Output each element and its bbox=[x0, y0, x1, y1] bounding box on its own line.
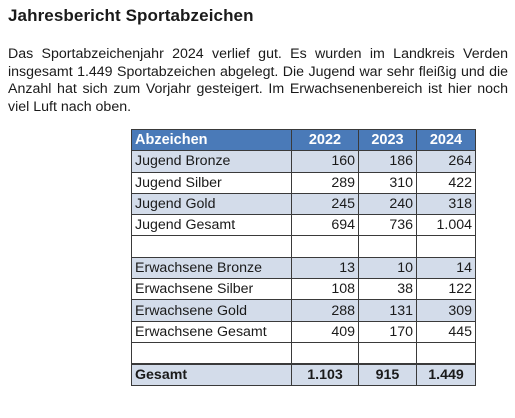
cell-2022: 289 bbox=[291, 171, 359, 194]
header-2024: 2024 bbox=[416, 128, 476, 152]
cell-2023: 10 bbox=[358, 256, 417, 280]
cell-2023: 186 bbox=[358, 150, 417, 173]
cell-2024: 1.004 bbox=[416, 214, 476, 237]
table-row: Jugend Gesamt 694 736 1.004 bbox=[131, 214, 476, 237]
cell-2023: 131 bbox=[358, 299, 417, 322]
cell-2024: 309 bbox=[416, 299, 476, 322]
cell-2022 bbox=[291, 235, 359, 258]
header-2022: 2022 bbox=[291, 128, 359, 152]
row-label: Jugend Gesamt bbox=[131, 214, 292, 237]
row-label: Erwachsene Bronze bbox=[131, 256, 292, 280]
cell-2023 bbox=[358, 235, 417, 258]
row-label: Erwachsene Silber bbox=[131, 278, 292, 301]
row-label: Erwachsene Gesamt bbox=[131, 320, 292, 343]
intro-paragraph: Das Sportabzeichenjahr 2024 verlief gut.… bbox=[8, 46, 508, 115]
cell-2022 bbox=[291, 341, 359, 365]
row-label: Jugend Bronze bbox=[131, 150, 292, 173]
row-label: Erwachsene Gold bbox=[131, 299, 292, 322]
cell-2023: 240 bbox=[358, 192, 417, 216]
row-label: Jugend Gold bbox=[131, 192, 292, 216]
cell-2024: 1.449 bbox=[416, 362, 476, 386]
page-title: Jahresbericht Sportabzeichen bbox=[8, 6, 254, 25]
cell-2022: 245 bbox=[291, 192, 359, 216]
table-row: Erwachsene Silber 108 38 122 bbox=[131, 278, 476, 301]
cell-2024: 445 bbox=[416, 320, 476, 343]
table-row: Erwachsene Gold 288 131 309 bbox=[131, 299, 476, 322]
sportabzeichen-table: Abzeichen 2022 2023 2024 Jugend Bronze 1… bbox=[131, 128, 476, 386]
table-row: Erwachsene Gesamt 409 170 445 bbox=[131, 320, 476, 343]
table-header-row: Abzeichen 2022 2023 2024 bbox=[131, 128, 476, 152]
cell-2023: 915 bbox=[358, 362, 417, 386]
cell-2022: 288 bbox=[291, 299, 359, 322]
cell-2024: 264 bbox=[416, 150, 476, 173]
table-row: Erwachsene Bronze 13 10 14 bbox=[131, 256, 476, 280]
cell-2023: 310 bbox=[358, 171, 417, 194]
cell-2024: 318 bbox=[416, 192, 476, 216]
cell-2022: 108 bbox=[291, 278, 359, 301]
cell-2022: 409 bbox=[291, 320, 359, 343]
cell-2023: 38 bbox=[358, 278, 417, 301]
table-spacer-row bbox=[131, 341, 476, 365]
cell-2024: 122 bbox=[416, 278, 476, 301]
row-label: Jugend Silber bbox=[131, 171, 292, 194]
cell-2024: 422 bbox=[416, 171, 476, 194]
table-spacer-row bbox=[131, 235, 476, 258]
table-row: Jugend Gold 245 240 318 bbox=[131, 192, 476, 216]
table-total-row: Gesamt 1.103 915 1.449 bbox=[131, 362, 476, 386]
row-label bbox=[131, 341, 292, 365]
row-label: Gesamt bbox=[131, 362, 292, 386]
cell-2022: 1.103 bbox=[291, 362, 359, 386]
table-row: Jugend Silber 289 310 422 bbox=[131, 171, 476, 194]
cell-2023: 736 bbox=[358, 214, 417, 237]
cell-2022: 160 bbox=[291, 150, 359, 173]
row-label bbox=[131, 235, 292, 258]
cell-2024 bbox=[416, 341, 476, 365]
cell-2022: 13 bbox=[291, 256, 359, 280]
cell-2022: 694 bbox=[291, 214, 359, 237]
cell-2023: 170 bbox=[358, 320, 417, 343]
header-abzeichen: Abzeichen bbox=[131, 128, 292, 152]
table-row: Jugend Bronze 160 186 264 bbox=[131, 150, 476, 173]
cell-2023 bbox=[358, 341, 417, 365]
cell-2024 bbox=[416, 235, 476, 258]
cell-2024: 14 bbox=[416, 256, 476, 280]
header-2023: 2023 bbox=[358, 128, 417, 152]
